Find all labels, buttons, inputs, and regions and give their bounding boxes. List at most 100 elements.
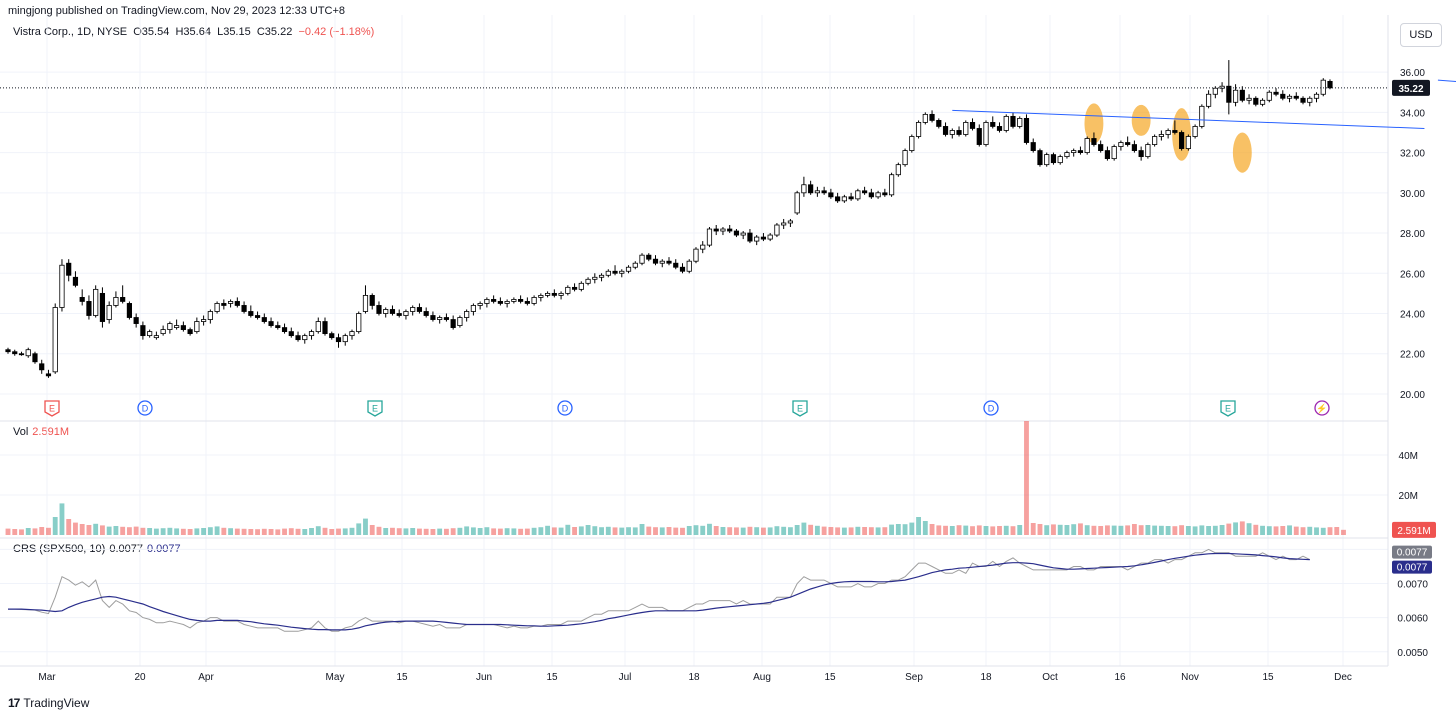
earnings-event-icon bbox=[44, 400, 60, 417]
earnings-event-icon bbox=[1220, 400, 1236, 417]
candle-body bbox=[1232, 89, 1239, 103]
volume-bar bbox=[565, 524, 571, 535]
volume-bar bbox=[1172, 526, 1178, 535]
candle-body bbox=[1064, 152, 1070, 158]
volume-bar bbox=[1199, 525, 1205, 535]
volume-bar bbox=[868, 527, 874, 535]
volume-bar bbox=[518, 528, 524, 535]
volume-bar bbox=[403, 528, 409, 535]
volume-bar bbox=[106, 526, 112, 535]
candle-body bbox=[551, 292, 557, 296]
volume-bar bbox=[1044, 525, 1050, 535]
crs-ma-line bbox=[8, 552, 1310, 631]
price-tick-label: 28.00 bbox=[1400, 229, 1425, 240]
candle-body bbox=[1077, 150, 1084, 153]
volume-bar bbox=[1185, 526, 1191, 535]
candle-body bbox=[605, 270, 611, 276]
dividend-event-icon bbox=[137, 400, 153, 416]
volume-bar bbox=[1078, 523, 1083, 535]
candle-body bbox=[308, 331, 315, 337]
volume-bar bbox=[794, 525, 800, 535]
candle-body bbox=[929, 113, 935, 121]
candle-body bbox=[1145, 144, 1151, 158]
volume-bar bbox=[659, 527, 665, 535]
volume-bar bbox=[531, 527, 537, 535]
volume-bar bbox=[922, 521, 928, 535]
volume-bar bbox=[248, 529, 254, 535]
volume-bar bbox=[255, 529, 260, 535]
volume-bar bbox=[646, 526, 652, 535]
candle-body bbox=[39, 363, 45, 371]
tradingview-brand[interactable]: 17 TradingView bbox=[8, 696, 89, 710]
volume-bar bbox=[93, 523, 99, 535]
candle-body bbox=[1280, 93, 1286, 99]
volume-bar bbox=[443, 528, 449, 535]
price-tick-label: 20.00 bbox=[1400, 390, 1425, 401]
candle-body bbox=[410, 307, 416, 312]
candle-body bbox=[329, 333, 335, 339]
published-by-line: mingjong published on TradingView.com, N… bbox=[8, 5, 346, 17]
price-tick-label: 30.00 bbox=[1400, 189, 1425, 200]
volume-bar bbox=[484, 527, 490, 535]
volume-bar bbox=[997, 526, 1002, 535]
candle-body bbox=[990, 122, 996, 127]
volume-bar bbox=[538, 527, 544, 535]
volume-bar bbox=[1239, 521, 1245, 535]
candle-body bbox=[281, 327, 288, 333]
time-tick-label: 18 bbox=[688, 672, 700, 683]
candle-body bbox=[996, 126, 1003, 131]
candle-body bbox=[416, 307, 423, 312]
volume-axis: 40M 20M bbox=[1399, 451, 1418, 502]
candle-body bbox=[227, 301, 234, 304]
volume-bar bbox=[470, 527, 476, 535]
candle-body bbox=[578, 282, 584, 290]
candle-body bbox=[1003, 115, 1009, 131]
volume-bar bbox=[1091, 525, 1097, 535]
volume-bar bbox=[612, 527, 618, 535]
candle-body bbox=[470, 305, 476, 312]
volume-bar bbox=[275, 529, 281, 535]
candle-body bbox=[1037, 150, 1043, 166]
candle-body bbox=[868, 192, 874, 198]
volume-bar bbox=[261, 528, 267, 535]
volume-bar bbox=[1334, 527, 1340, 535]
volume-bar bbox=[680, 527, 685, 535]
volume-bar bbox=[268, 529, 274, 535]
candle-body bbox=[160, 329, 166, 335]
candle-body bbox=[207, 311, 213, 320]
volume-bar bbox=[808, 524, 814, 535]
time-tick-label: Sep bbox=[905, 672, 923, 683]
volume-title[interactable]: Vol bbox=[13, 426, 29, 438]
candle-body bbox=[79, 297, 85, 302]
volume-bar bbox=[241, 528, 247, 535]
candle-body bbox=[1300, 97, 1306, 103]
volume-bar bbox=[734, 527, 739, 535]
volume-bar bbox=[187, 529, 193, 535]
volume-bar bbox=[194, 528, 200, 535]
volume-bar bbox=[1125, 525, 1131, 535]
volume-bar bbox=[315, 526, 321, 535]
candle-body bbox=[140, 325, 146, 337]
volume-bar bbox=[882, 527, 888, 535]
candle-body bbox=[315, 321, 321, 333]
crs-tick-label: 0.0050 bbox=[1397, 648, 1428, 659]
volume-bar bbox=[1327, 527, 1333, 535]
candle-body bbox=[153, 335, 159, 339]
candle-body bbox=[1125, 142, 1131, 145]
volume-bar bbox=[828, 527, 834, 535]
candle-body bbox=[396, 313, 402, 316]
currency-button[interactable]: USD bbox=[1400, 23, 1442, 47]
volume-tick-label: 20M bbox=[1399, 491, 1418, 502]
candle-body bbox=[848, 196, 854, 200]
volume-bar bbox=[410, 528, 416, 535]
symbol-name[interactable]: Vistra Corp., 1D, NYSE bbox=[13, 26, 128, 38]
candle-body bbox=[484, 299, 490, 304]
time-tick-label: May bbox=[326, 672, 345, 683]
candle-body bbox=[632, 262, 638, 268]
event-label: D bbox=[562, 404, 569, 414]
candle-body bbox=[1273, 91, 1279, 95]
crs-tick-label: 0.0070 bbox=[1397, 580, 1428, 591]
volume-bar bbox=[578, 526, 584, 535]
candle-body bbox=[126, 303, 133, 318]
